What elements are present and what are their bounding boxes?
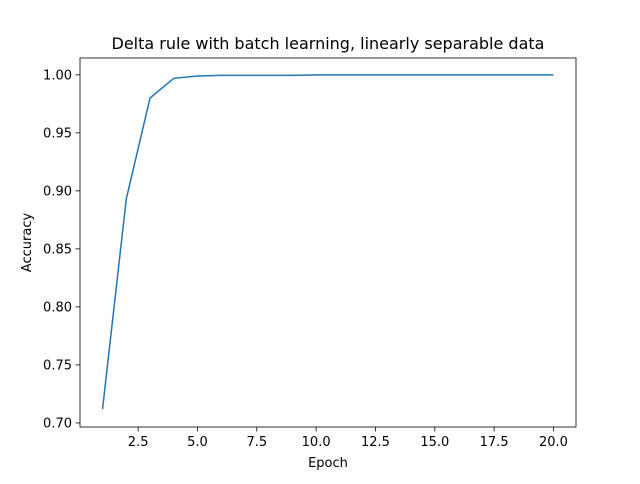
series-line xyxy=(101,74,554,410)
y-axis-ticks: 0.70 0.75 0.80 0.85 0.90 0.95 1.00 xyxy=(43,68,80,431)
y-tick-label: 0.95 xyxy=(43,126,72,141)
x-axis-ticks: 2.5 5.0 7.5 10.0 12.5 15.0 17.5 20.0 xyxy=(128,427,568,450)
y-tick-label: 0.85 xyxy=(43,242,72,257)
x-tick-label: 5.0 xyxy=(187,435,208,450)
x-tick-label: 12.5 xyxy=(361,435,390,450)
x-tick-label: 10.0 xyxy=(302,435,331,450)
y-tick-label: 0.75 xyxy=(43,358,72,373)
plot-area-frame xyxy=(79,57,577,428)
x-tick-label: 15.0 xyxy=(420,435,449,450)
y-tick-label: 1.00 xyxy=(43,68,72,83)
y-tick-label: 0.70 xyxy=(43,416,72,431)
x-tick-label: 17.5 xyxy=(480,435,509,450)
chart-title: Delta rule with batch learning, linearly… xyxy=(112,34,545,53)
y-tick-label: 0.90 xyxy=(43,184,72,199)
x-tick-label: 7.5 xyxy=(246,435,267,450)
x-tick-label: 20.0 xyxy=(539,435,568,450)
x-axis-label: Epoch xyxy=(308,456,348,471)
x-tick-label: 2.5 xyxy=(128,435,149,450)
y-tick-label: 0.80 xyxy=(43,300,72,315)
y-axis-label: Accuracy xyxy=(20,213,35,273)
